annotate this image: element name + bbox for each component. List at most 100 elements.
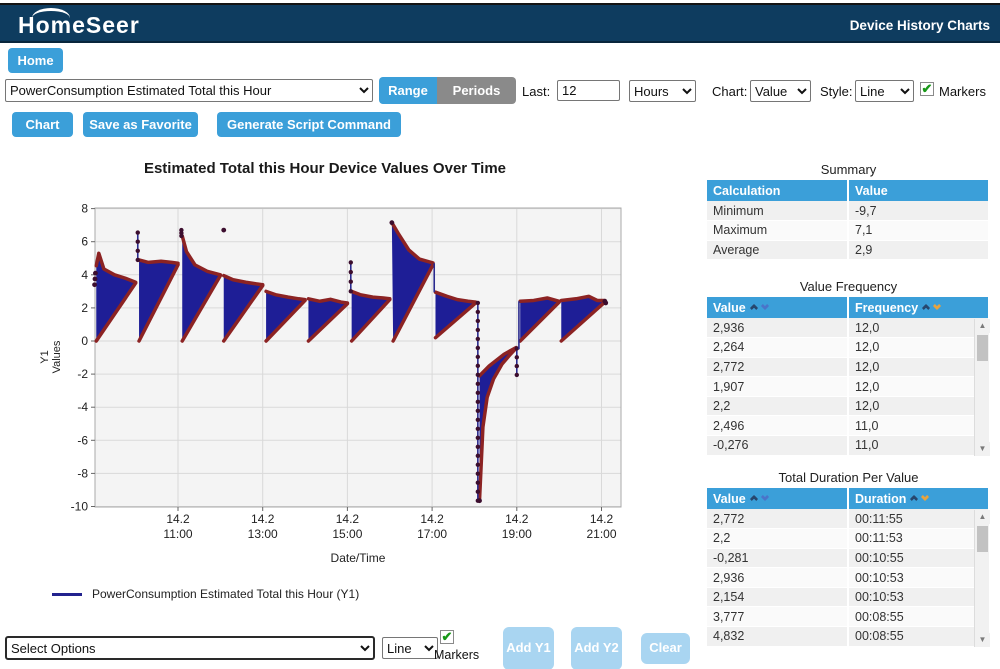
table-cell: 2,772 <box>707 357 849 378</box>
sort-asc-icon[interactable] <box>921 303 931 312</box>
table-cell: 2,496 <box>707 415 849 437</box>
svg-text:6: 6 <box>81 235 88 249</box>
generate-script-button[interactable]: Generate Script Command <box>217 112 401 137</box>
svg-text:14.2: 14.2 <box>251 512 275 526</box>
add-y2-button[interactable]: Add Y2 <box>571 627 622 669</box>
table-cell: -9,7 <box>848 201 990 222</box>
table-row: 2,264 12,0 <box>707 337 990 358</box>
table-cell: 2,936 <box>707 567 849 588</box>
table-cell: Average <box>707 240 849 261</box>
logo-roof-icon <box>32 8 70 18</box>
dur-col-duration: Duration <box>848 488 990 509</box>
table-cell: 00:11:55 <box>848 509 990 530</box>
svg-text:14.2: 14.2 <box>505 512 529 526</box>
table-cell: 11,0 <box>848 435 990 456</box>
table-row: 2,772 12,0 <box>707 357 990 378</box>
duration-table: Value Duration 2,772 00:11:55 2,2 00:11:53-… <box>707 488 990 647</box>
scrollbar-down-icon[interactable]: ▼ <box>975 442 990 456</box>
table-row: -0,276 11,0 <box>707 435 990 456</box>
sort-asc-icon[interactable] <box>749 303 758 312</box>
table-row: Average 2,9 <box>707 240 990 261</box>
scrollbar[interactable]: ▲ ▼ <box>974 319 990 456</box>
table-cell: -0,281 <box>707 548 849 569</box>
sort-asc-icon[interactable] <box>749 494 758 503</box>
save-favorite-button[interactable]: Save as Favorite <box>83 112 198 137</box>
add-series-select[interactable]: Select Options <box>5 636 375 660</box>
table-row: 3,777 00:08:55 <box>707 606 990 628</box>
style-select[interactable]: Line <box>855 80 914 102</box>
table-row: 4,832 00:08:55 <box>707 626 990 647</box>
table-cell: 4,832 <box>707 626 849 647</box>
table-cell: 2,9 <box>848 240 990 261</box>
legend-label: PowerConsumption Estimated Total this Ho… <box>92 587 360 601</box>
duration-title: Total Duration Per Value <box>778 470 919 485</box>
table-cell: 7,1 <box>848 220 990 241</box>
table-row: 1,907 12,0 <box>707 376 990 397</box>
svg-text:Y1Values: Y1Values <box>39 340 63 373</box>
table-row: 2,2 12,0 <box>707 396 990 417</box>
table-row: Minimum -9,7 <box>707 201 990 222</box>
scrollbar-thumb[interactable] <box>977 335 988 361</box>
last-input[interactable] <box>557 80 620 101</box>
svg-text:0: 0 <box>81 334 88 348</box>
svg-text:11:00: 11:00 <box>163 527 192 541</box>
table-cell: 00:10:53 <box>848 587 990 608</box>
sort-desc-icon[interactable] <box>921 492 930 501</box>
history-chart: 86420-2-4-6-8-1014.211:0014.213:0014.215… <box>39 202 622 565</box>
scrollbar-thumb[interactable] <box>977 526 988 552</box>
vf-col-value: Value <box>707 297 849 318</box>
table-row: 2,772 00:11:55 <box>707 509 990 530</box>
device-select[interactable]: PowerConsumption Estimated Total this Ho… <box>5 79 373 102</box>
bottom-markers-checkbox[interactable]: ✔ <box>440 629 454 644</box>
units-select[interactable]: Hours <box>629 80 696 102</box>
chart-type-select[interactable]: Value <box>750 80 811 102</box>
table-cell: 00:11:53 <box>848 528 990 549</box>
scrollbar[interactable]: ▲ ▼ <box>974 510 990 647</box>
style-label: Style: <box>820 84 853 99</box>
svg-text:8: 8 <box>81 202 88 216</box>
svg-text:-8: -8 <box>77 466 88 480</box>
summary-table: Calculation Value Minimum -9,7 Maximum 7,1 A… <box>707 180 990 261</box>
clear-button[interactable]: Clear <box>641 633 690 664</box>
sort-desc-icon[interactable] <box>760 301 769 310</box>
chart-button[interactable]: Chart <box>12 112 73 137</box>
markers-checkbox[interactable]: ✔ <box>920 81 934 96</box>
table-cell: 00:08:55 <box>848 626 990 647</box>
range-button[interactable]: Range <box>379 77 437 104</box>
svg-text:2: 2 <box>81 301 88 315</box>
table-cell: 11,0 <box>848 415 990 437</box>
scrollbar-up-icon[interactable]: ▲ <box>975 510 990 524</box>
table-cell: 2,936 <box>707 318 849 339</box>
table-cell: 3,777 <box>707 606 849 628</box>
add-y1-button[interactable]: Add Y1 <box>503 627 554 669</box>
scrollbar-up-icon[interactable]: ▲ <box>975 319 990 333</box>
home-button[interactable]: Home <box>8 48 63 73</box>
sort-desc-icon[interactable] <box>760 492 769 501</box>
svg-text:14.2: 14.2 <box>166 512 190 526</box>
bottom-markers-label: Markers <box>434 648 480 662</box>
homeseer-logo[interactable]: HomeSeer <box>18 8 140 39</box>
svg-text:4: 4 <box>81 268 88 282</box>
chart-title: Estimated Total this Hour Device Values … <box>143 160 507 177</box>
table-cell: 2,2 <box>707 396 849 417</box>
svg-text:-10: -10 <box>71 500 89 514</box>
chart-type-label: Chart: <box>712 84 748 99</box>
summary-col-calculation: Calculation <box>707 180 849 201</box>
sort-asc-icon[interactable] <box>910 494 919 503</box>
scrollbar-down-icon[interactable]: ▼ <box>975 633 990 647</box>
top-bar: HomeSeer Device History Charts <box>0 3 1000 43</box>
svg-text:19:00: 19:00 <box>502 527 532 541</box>
svg-text:Date/Time: Date/Time <box>331 551 386 565</box>
bottom-style-select[interactable]: Line <box>382 637 438 659</box>
periods-button[interactable]: Periods <box>437 77 516 104</box>
page-title: Device History Charts <box>849 18 990 33</box>
summary-title: Summary <box>820 162 877 177</box>
svg-text:14.2: 14.2 <box>420 512 444 526</box>
value-frequency-table: Value Frequency 2,936 12,0 2,264 12,0 2,772 1… <box>707 297 990 456</box>
table-row: 2,936 12,0 <box>707 318 990 339</box>
value-frequency-title: Value Frequency <box>799 279 898 294</box>
table-cell: 12,0 <box>848 337 990 358</box>
sort-desc-icon[interactable] <box>932 301 942 310</box>
table-row: 2,154 00:10:53 <box>707 587 990 608</box>
